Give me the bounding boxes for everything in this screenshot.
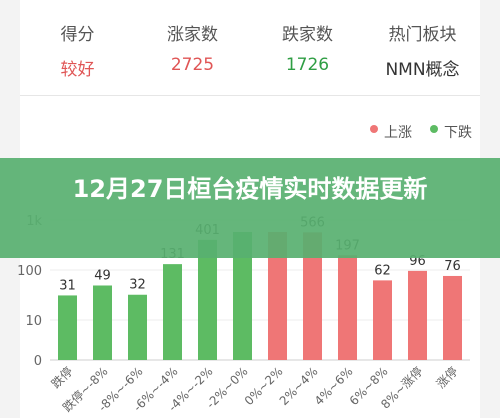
legend-down-label: 下跌 xyxy=(444,125,472,141)
bar-value-label: 31 xyxy=(59,278,76,293)
stats-divider xyxy=(20,95,480,96)
bar xyxy=(93,285,112,360)
bar-value-label: 32 xyxy=(129,278,146,293)
bar xyxy=(163,264,182,360)
bar xyxy=(268,232,287,360)
bar xyxy=(373,280,392,360)
title-banner: 12月27日桓台疫情实时数据更新 xyxy=(0,158,500,258)
bar xyxy=(58,295,77,360)
y-tick-label: 10 xyxy=(25,314,42,329)
chart-legend: 上涨 下跌 xyxy=(370,120,480,142)
bar xyxy=(233,232,252,360)
x-tick-label: 涨停 xyxy=(433,364,461,392)
bar-value-label: 62 xyxy=(374,263,391,278)
bar xyxy=(443,275,462,360)
stat-hot-sector-label: 热门板块 xyxy=(388,25,457,45)
stat-down-count-value: 1726 xyxy=(285,55,330,75)
stat-score-label: 得分 xyxy=(60,25,95,45)
bar xyxy=(408,270,427,360)
stat-up-count-label: 涨家数 xyxy=(167,25,218,45)
legend-down-icon xyxy=(430,125,438,133)
y-tick-label: 100 xyxy=(17,264,42,279)
bar xyxy=(198,239,217,360)
bar-value-label: 49 xyxy=(94,268,111,283)
legend-up-icon xyxy=(370,125,378,133)
stat-down-count-label: 跌家数 xyxy=(282,25,333,45)
bar xyxy=(303,232,322,360)
y-tick-label: 0 xyxy=(34,354,42,369)
bar xyxy=(338,255,357,360)
banner-title: 12月27日桓台疫情实时数据更新 xyxy=(72,175,428,203)
stats-row: 得分 较好 涨家数 2725 跌家数 1726 热门板块 NMN概念 xyxy=(20,0,480,95)
bar xyxy=(128,294,147,360)
legend-up-label: 上涨 xyxy=(384,125,412,141)
stat-hot-sector-value: NMN概念 xyxy=(385,60,460,80)
bar-value-label: 76 xyxy=(444,259,461,274)
stat-score-value: 较好 xyxy=(60,60,95,80)
stat-up-count-value: 2725 xyxy=(170,55,215,75)
x-tick-label: 跌停 xyxy=(48,364,76,392)
